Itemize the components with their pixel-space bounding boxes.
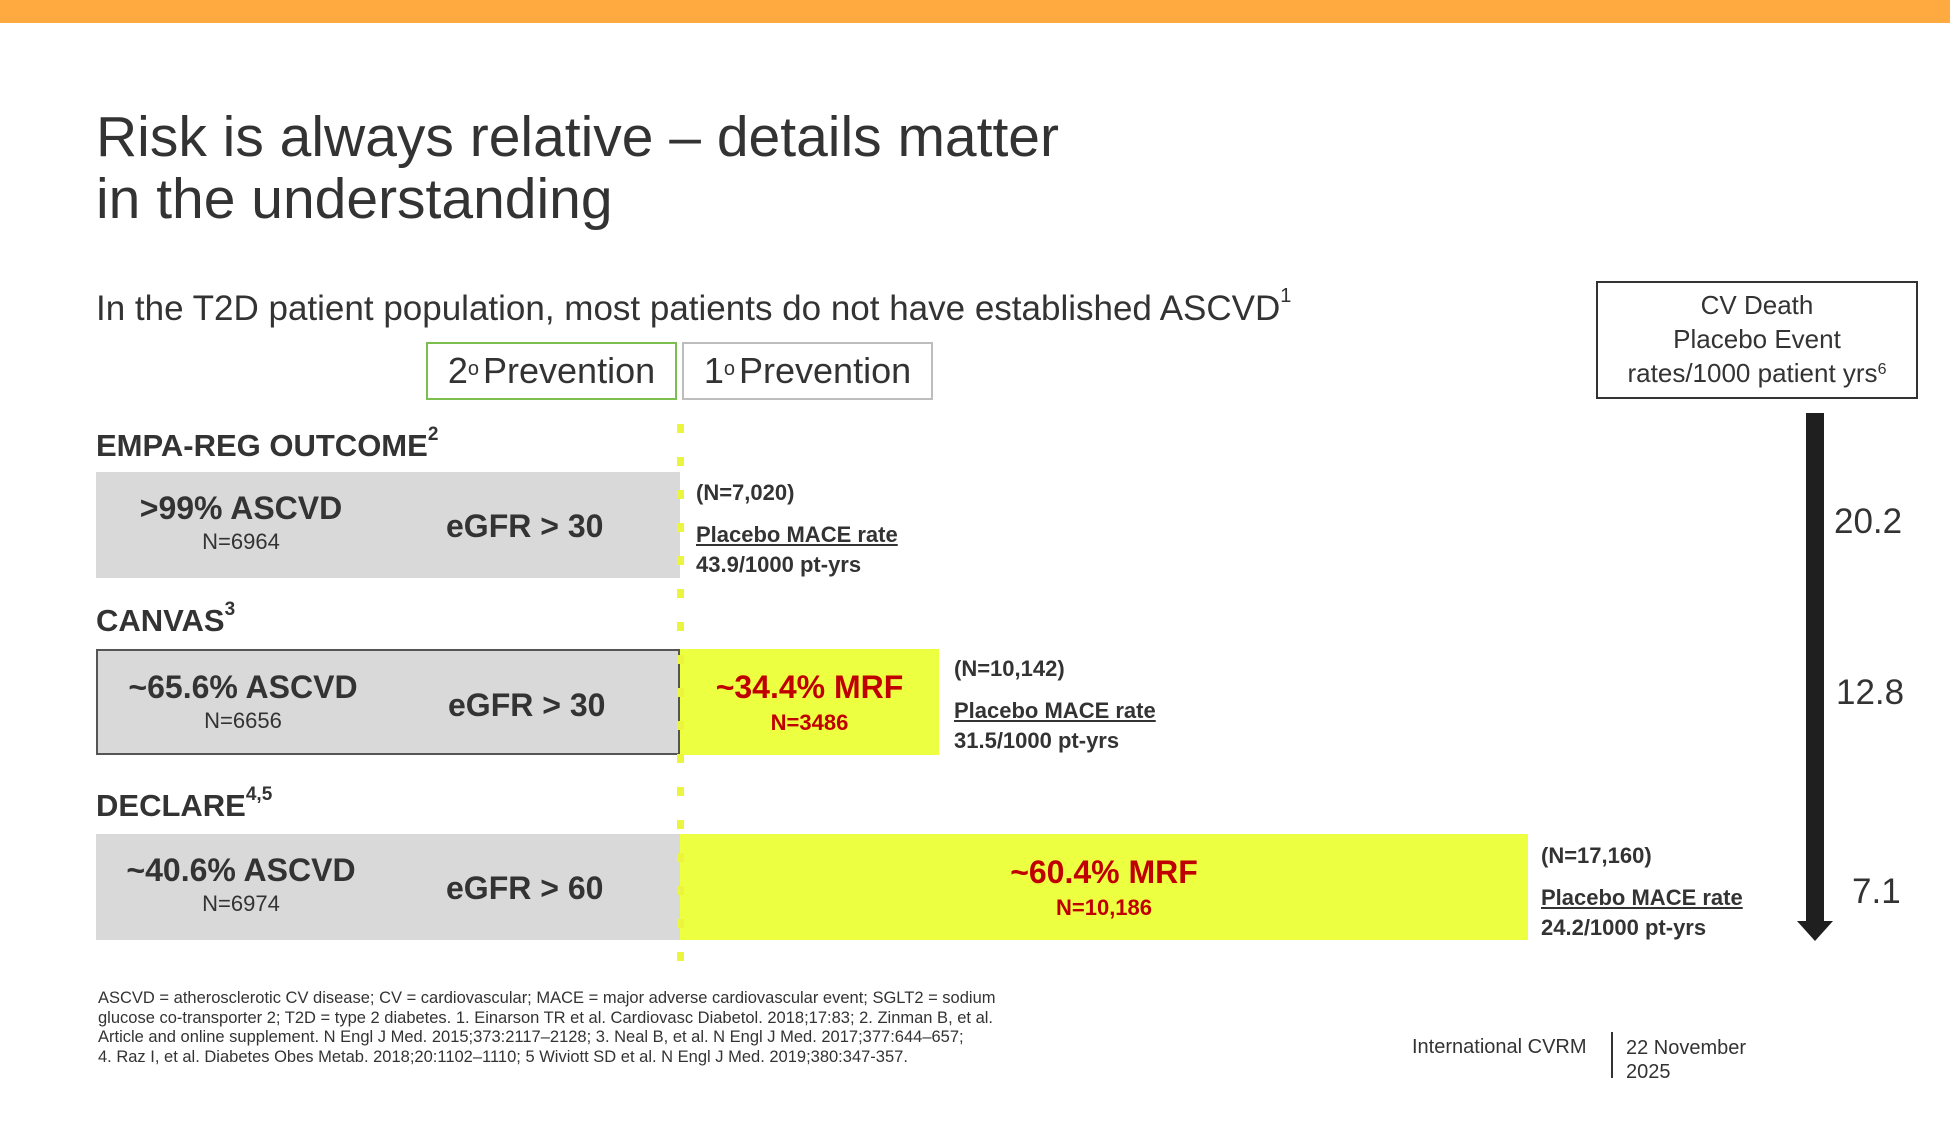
footnote-line: glucose co-transporter 2; T2D = type 2 d… — [98, 1008, 994, 1027]
ascvd-label: ~65.6% ASCVD N=6656 — [118, 669, 368, 734]
cv-box-ref: 6 — [1877, 361, 1887, 378]
mrf-pct: ~34.4% MRF — [715, 669, 904, 705]
trial-ref: 2 — [427, 424, 439, 445]
ascvd-n: N=6974 — [202, 891, 280, 916]
egfr-label: eGFR > 30 — [448, 687, 606, 723]
ascvd-label: ~40.6% ASCVD N=6974 — [116, 852, 366, 917]
trial-label-canvas: CANVAS3 — [96, 599, 235, 639]
egfr-label: eGFR > 30 — [446, 508, 604, 544]
down-arrow-shaft — [1806, 413, 1824, 923]
annotation-declare: (N=17,160) Placebo MACE rate 24.2/1000 p… — [1541, 841, 1743, 943]
annotation-canvas: (N=10,142) Placebo MACE rate 31.5/1000 p… — [954, 654, 1156, 756]
mace-label: Placebo MACE rate — [696, 522, 898, 547]
title-line-2: in the understanding — [96, 167, 613, 231]
bar-secondary-empa-reg: >99% ASCVD N=6964 eGFR > 30 — [96, 472, 680, 578]
top-accent-bar — [0, 0, 1950, 23]
cv-box-line-1: CV Death — [1700, 290, 1814, 320]
footer-organization: International CVRM — [1412, 1036, 1587, 1058]
footnotes: ASCVD = atherosclerotic CV disease; CV =… — [98, 989, 1108, 1067]
trial-name: DECLARE — [96, 788, 246, 823]
prevention-divider-line — [677, 424, 684, 976]
ascvd-n: N=6656 — [204, 708, 282, 733]
cv-death-box: CV Death Placebo Event rates/1000 patien… — [1596, 281, 1918, 399]
footnote-line: Article and online supplement. N Engl J … — [98, 1028, 964, 1046]
total-n: (N=17,160) — [1541, 843, 1652, 868]
total-n: (N=7,020) — [696, 480, 795, 505]
ascvd-pct: ~65.6% ASCVD — [128, 669, 358, 705]
prevention-1-sup: o — [723, 357, 736, 380]
prevention-1-num: 1 — [703, 350, 724, 391]
trial-label-declare: DECLARE4,5 — [96, 784, 272, 824]
ascvd-pct: >99% ASCVD — [139, 490, 343, 526]
cv-death-rate-empa-reg: 20.2 — [1834, 502, 1903, 541]
subtitle-text: In the T2D patient population, most pati… — [96, 289, 1281, 328]
ascvd-label: >99% ASCVD N=6964 — [116, 490, 366, 555]
trial-name: EMPA-REG OUTCOME — [96, 428, 428, 463]
trial-label-empa-reg: EMPA-REG OUTCOME2 — [96, 424, 438, 464]
annotation-empa-reg: (N=7,020) Placebo MACE rate 43.9/1000 pt… — [696, 478, 898, 580]
mace-rate: 24.2/1000 pt-yrs — [1541, 915, 1707, 940]
footnote-line: 4. Raz I, et al. Diabetes Obes Metab. 20… — [98, 1047, 908, 1066]
bar-primary-declare: ~60.4% MRF N=10,186 — [680, 834, 1528, 940]
cv-box-line-3-text: rates/1000 patient yrs — [1627, 358, 1878, 388]
cv-death-rate-declare: 7.1 — [1852, 872, 1901, 911]
bar-primary-canvas: ~34.4% MRF N=3486 — [680, 649, 939, 755]
prevention-2-sup: o — [467, 357, 480, 380]
mrf-pct: ~60.4% MRF — [1010, 854, 1198, 890]
primary-prevention-label: 1 o Prevention — [682, 342, 933, 400]
slide-subtitle: In the T2D patient population, most pati… — [96, 285, 1291, 329]
bar-secondary-canvas: ~65.6% ASCVD N=6656 eGFR > 30 — [96, 649, 680, 755]
cv-box-line-3: rates/1000 patient yrs6 — [1598, 356, 1916, 390]
title-line-1: Risk is always relative – details matter — [96, 105, 1059, 169]
bar-secondary-declare: ~40.6% ASCVD N=6974 eGFR > 60 — [96, 834, 680, 940]
down-arrow-head — [1797, 921, 1833, 941]
mrf-n: N=3486 — [770, 710, 849, 735]
prevention-1-text: Prevention — [739, 350, 912, 391]
cv-death-rate-canvas: 12.8 — [1836, 673, 1905, 712]
cv-box-line-2: Placebo Event — [1673, 324, 1841, 354]
footnote-line: ASCVD = atherosclerotic CV disease; CV =… — [98, 989, 996, 1007]
mace-label: Placebo MACE rate — [1541, 885, 1743, 910]
ascvd-pct: ~40.6% ASCVD — [126, 852, 356, 888]
prevention-2-text: Prevention — [483, 350, 656, 391]
footer-divider — [1611, 1032, 1613, 1078]
ascvd-n: N=6964 — [202, 529, 280, 554]
trial-ref: 3 — [224, 599, 236, 620]
trial-name: CANVAS — [96, 603, 225, 638]
mrf-n: N=10,186 — [1055, 895, 1153, 920]
total-n: (N=10,142) — [954, 656, 1065, 681]
subtitle-ref: 1 — [1280, 285, 1292, 307]
trial-ref: 4,5 — [245, 784, 273, 805]
prevention-2-num: 2 — [447, 350, 468, 391]
secondary-prevention-label: 2 o Prevention — [426, 342, 677, 400]
egfr-label: eGFR > 60 — [446, 870, 604, 906]
slide-title: Risk is always relative – details matter… — [96, 106, 1059, 230]
mace-rate: 31.5/1000 pt-yrs — [954, 728, 1120, 753]
mace-rate: 43.9/1000 pt-yrs — [696, 552, 862, 577]
mace-label: Placebo MACE rate — [954, 698, 1156, 723]
footer-date: 22 November 2025 — [1626, 1037, 1747, 1083]
